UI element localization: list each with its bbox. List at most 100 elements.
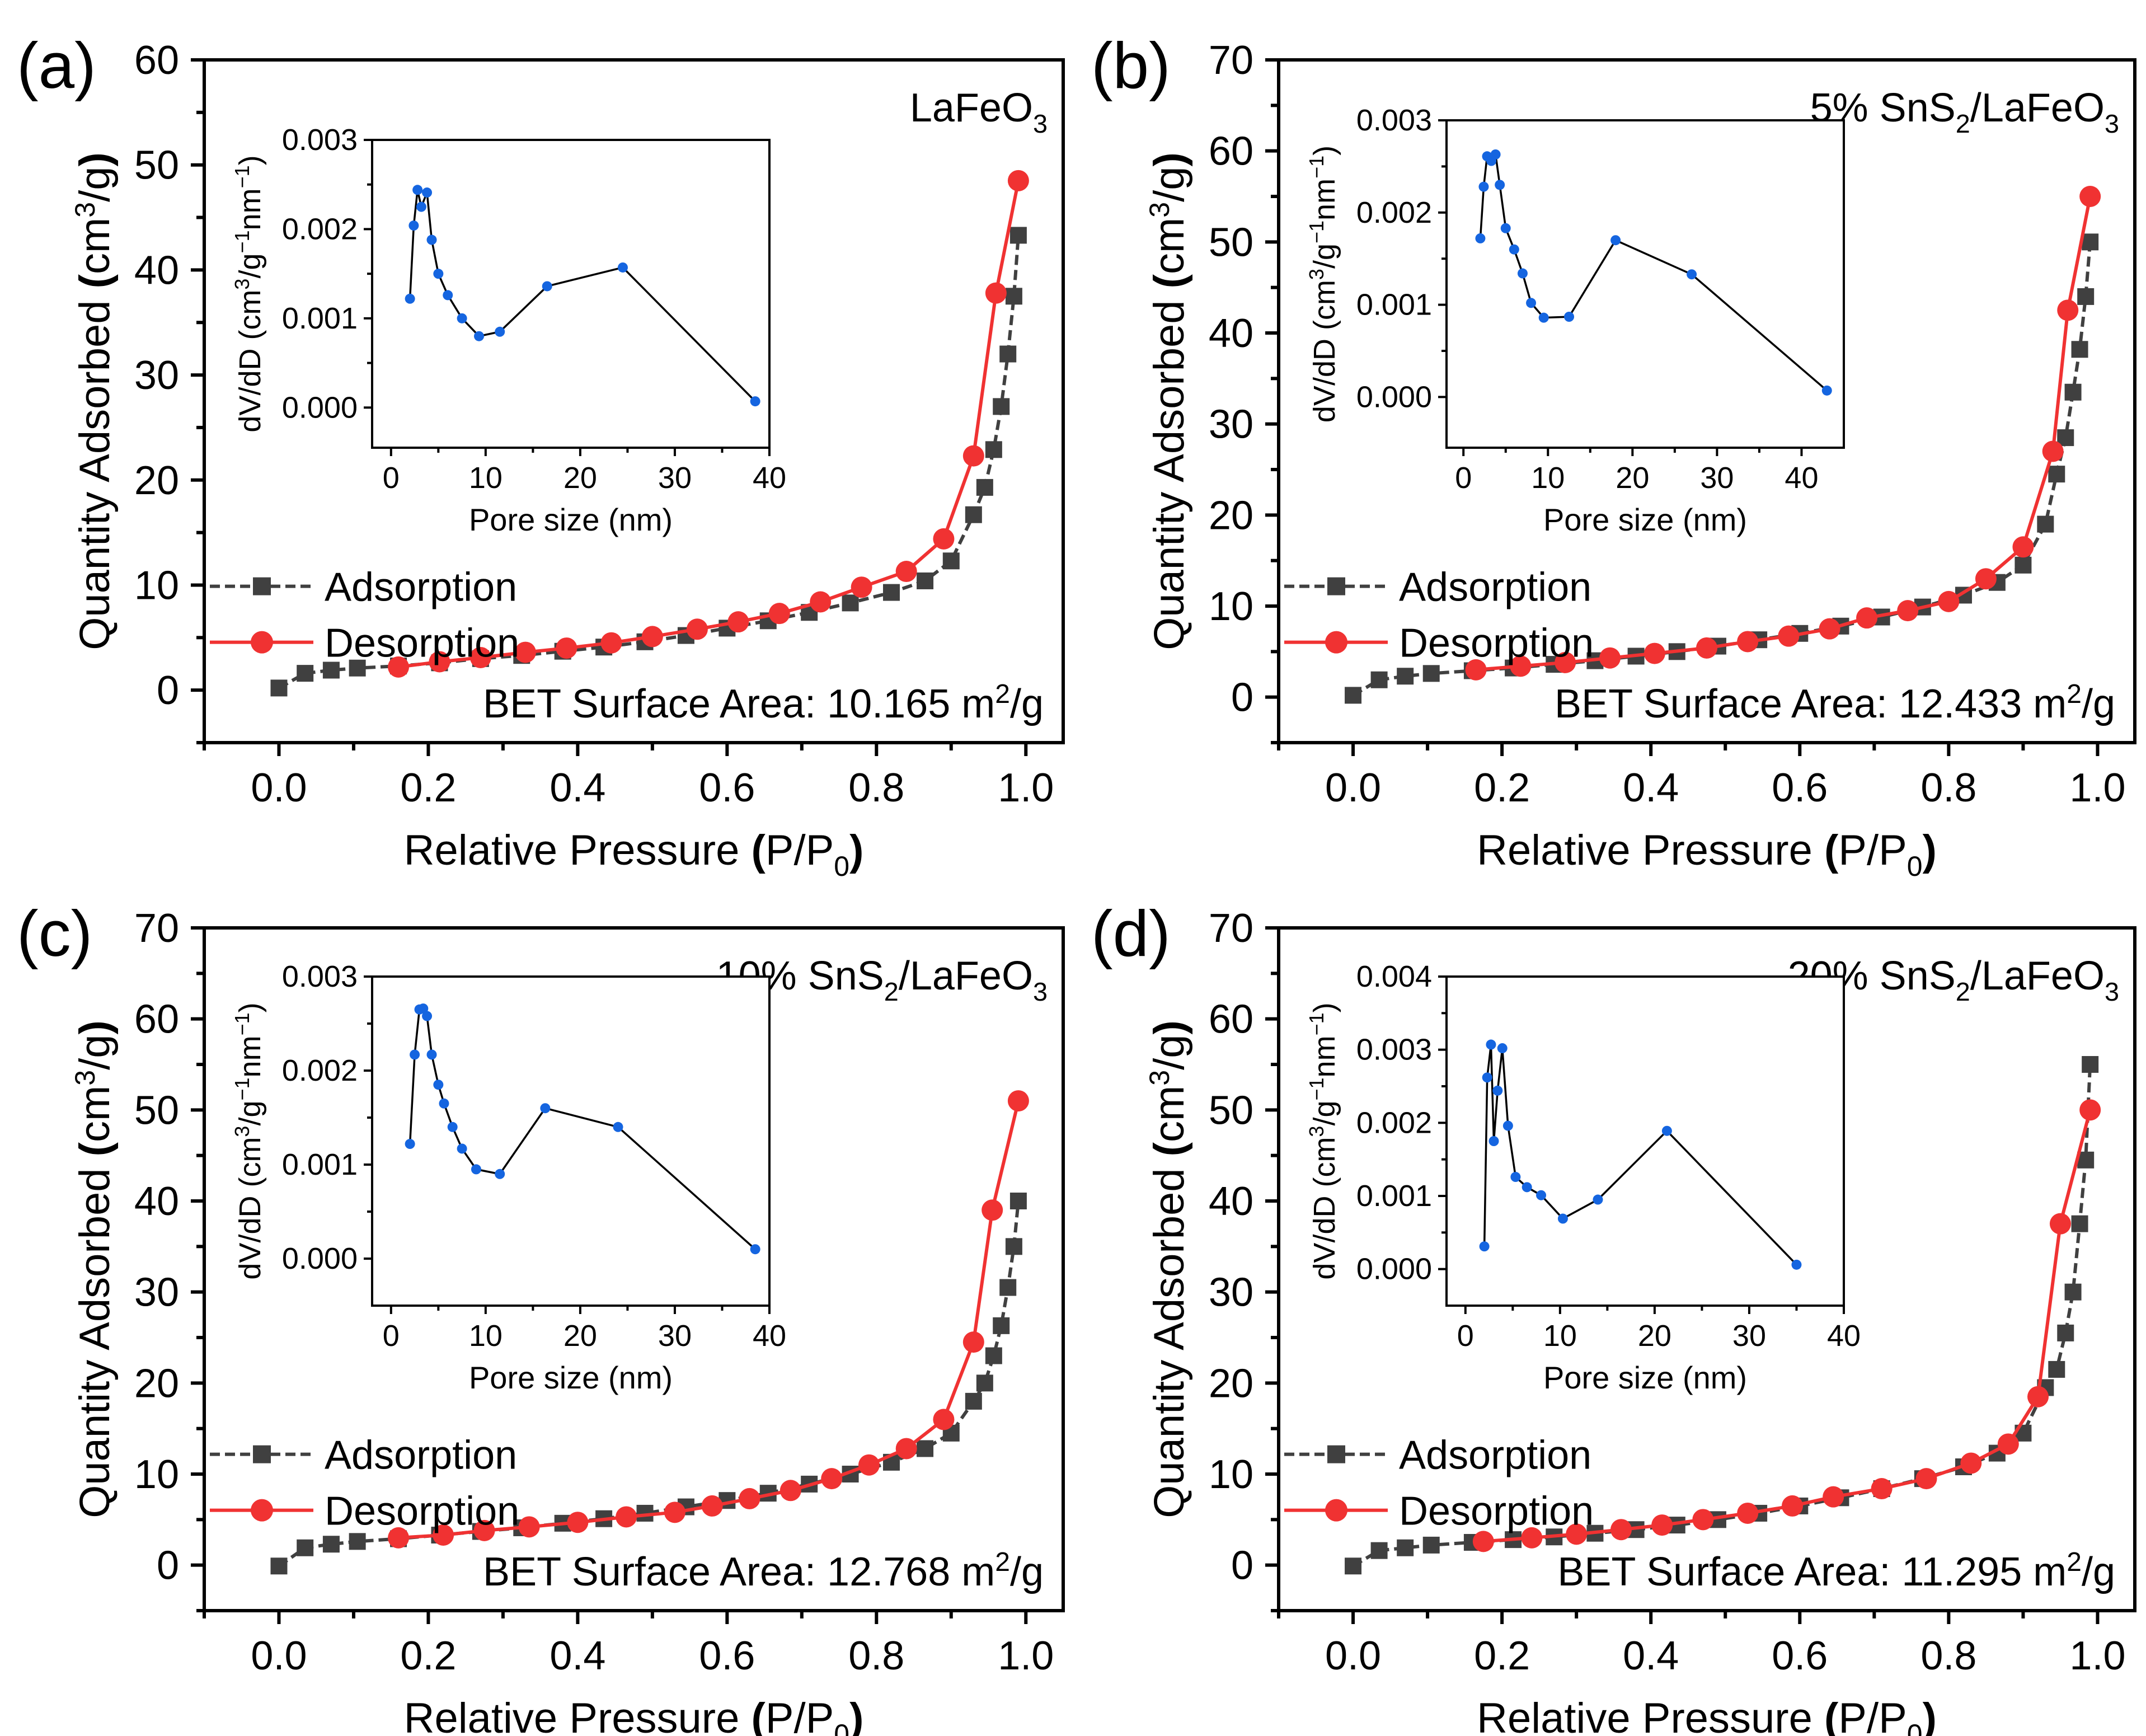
- inset-frame: [371, 139, 771, 449]
- inset-x-tick-label: 0: [1457, 1319, 1474, 1353]
- y-axis-label-part: (: [71, 274, 119, 288]
- adsorption-point: [965, 1392, 982, 1410]
- x-tick-label: 0.8: [848, 766, 904, 810]
- desorption-point: [1897, 600, 1919, 622]
- desorption-point: [1871, 1478, 1893, 1500]
- inset-frame: [1445, 975, 1845, 1307]
- inset-point: [1661, 1125, 1672, 1136]
- legend-label-desorption: Desorption: [325, 1489, 519, 1534]
- inset-point: [1821, 385, 1832, 396]
- x-axis-label: Relative Pressure (P/P0): [1477, 827, 1937, 882]
- desorption-point: [1692, 1509, 1714, 1531]
- inset-point: [1526, 298, 1537, 308]
- legend-circle-icon: [1325, 1499, 1347, 1522]
- y-axis-label-superscript: 3: [69, 202, 101, 218]
- sample-name-subscript: 3: [2105, 109, 2119, 138]
- inset-point: [1593, 1194, 1603, 1205]
- inset-y-label-part: /g: [1308, 1100, 1341, 1125]
- bet-unit: m: [2022, 1550, 2067, 1594]
- legend-item-adsorption: Adsorption: [1284, 1433, 1591, 1478]
- sample-name-part: O: [2073, 954, 2105, 998]
- desorption-point: [1960, 1452, 1982, 1474]
- y-axis-label-part: (: [71, 1142, 119, 1156]
- adsorption-point: [2048, 1360, 2065, 1378]
- inset-point: [412, 185, 423, 195]
- bet-label: BET Surface Area:: [1555, 682, 1899, 726]
- y-axis-label-superscript: 3: [1144, 202, 1175, 218]
- inset-point: [1536, 1190, 1547, 1200]
- desorption-point: [1510, 655, 1532, 677]
- bet-annotation: BET Surface Area: 10.165 m2/g: [483, 679, 1044, 726]
- bet-unit-superscript: 2: [995, 679, 1010, 709]
- inset-y-tick-label: 0.000: [282, 1242, 358, 1275]
- y-axis-label-part: (: [1145, 1142, 1193, 1156]
- inset-point: [1492, 1085, 1503, 1096]
- y-axis-label-part: Quantity Adsorbed: [71, 288, 119, 650]
- inset-point: [447, 1122, 458, 1132]
- x-tick-label: 0.8: [848, 1634, 904, 1678]
- sample-name-part: S: [1929, 954, 1956, 998]
- inset-point: [408, 220, 419, 231]
- adsorption-point: [297, 1539, 314, 1556]
- inset-y-label-part: ): [233, 155, 267, 165]
- sample-name-part: Fe: [955, 86, 1002, 130]
- inset-y-label-superscript: 3: [1305, 1126, 1328, 1137]
- inset-x-tick-label: 10: [1531, 461, 1565, 495]
- y-tick-label: 30: [134, 1270, 179, 1315]
- x-axis-label-part: (: [751, 1695, 766, 1736]
- adsorption-point: [1370, 1542, 1388, 1559]
- inset-y-label-superscript: −1: [231, 230, 253, 253]
- bet-annotation: BET Surface Area: 12.768 m2/g: [483, 1547, 1044, 1594]
- desorption-point: [810, 591, 832, 613]
- panel-label: (d): [1091, 897, 1171, 970]
- desorption-point: [962, 445, 984, 467]
- y-tick-label: 10: [1209, 1452, 1253, 1497]
- x-axis-label: Relative Pressure (P/P0): [404, 827, 864, 882]
- x-tick-label: 0.2: [1474, 1634, 1530, 1678]
- panel-label: (b): [1091, 29, 1171, 102]
- inset-y-tick-label: 0.002: [282, 212, 358, 246]
- x-axis-label-part: Relative Pressure: [404, 827, 752, 874]
- panel-a: (a)0.0 0.2 0.4 0.6 0.8 1.00102030405060Relati…: [17, 29, 1065, 882]
- x-tick-label: 0.0: [251, 766, 307, 810]
- desorption-point: [858, 1454, 880, 1476]
- bet-value: 12.433: [1899, 682, 2022, 726]
- sample-name-subscript: 2: [884, 977, 899, 1006]
- desorption-point: [2049, 1213, 2071, 1235]
- bet-unit: m: [950, 682, 995, 726]
- inset-point: [416, 201, 426, 212]
- x-tick-label: 0.2: [400, 1634, 456, 1678]
- adsorption-point: [1397, 668, 1414, 685]
- inset-frame: [371, 975, 771, 1307]
- legend-label-desorption: Desorption: [325, 621, 519, 666]
- y-tick-label: 0: [1231, 1543, 1253, 1588]
- desorption-point: [1610, 1519, 1632, 1541]
- inset-x-tick-label: 10: [469, 461, 503, 495]
- adsorption-point: [999, 345, 1017, 363]
- x-tick-label: 1.0: [2069, 766, 2125, 810]
- inset-point: [1557, 1213, 1568, 1224]
- x-tick-label: 0.4: [1623, 766, 1679, 810]
- inset-y-label-superscript: −1: [231, 165, 253, 188]
- inset-point: [1495, 180, 1505, 190]
- legend-label-desorption: Desorption: [1399, 621, 1594, 666]
- y-tick-label: 60: [1209, 997, 1253, 1042]
- sample-name-subscript: 3: [1033, 977, 1048, 1006]
- inset-x-tick-label: 30: [658, 461, 692, 495]
- inset-y-label-part: ): [1308, 146, 1341, 156]
- adsorption-point: [2048, 466, 2065, 483]
- inset-point: [422, 1011, 433, 1021]
- desorption-point: [1465, 659, 1487, 681]
- y-tick-label: 0: [157, 1543, 179, 1588]
- desorption-point: [518, 1516, 540, 1538]
- desorption-point: [985, 282, 1007, 304]
- adsorption-point: [297, 665, 314, 682]
- inset-x-tick-label: 20: [1616, 461, 1649, 495]
- adsorption-point: [993, 1317, 1010, 1334]
- inset-y-label-part: nm: [1308, 179, 1341, 220]
- y-tick-label: 60: [134, 997, 179, 1042]
- inset-point: [1497, 1043, 1508, 1054]
- inset-y-tick-label: 0.002: [1356, 1106, 1432, 1139]
- inset-x-axis-label: Pore size (nm): [1543, 1360, 1747, 1395]
- inset-x-tick-label: 10: [469, 1319, 503, 1353]
